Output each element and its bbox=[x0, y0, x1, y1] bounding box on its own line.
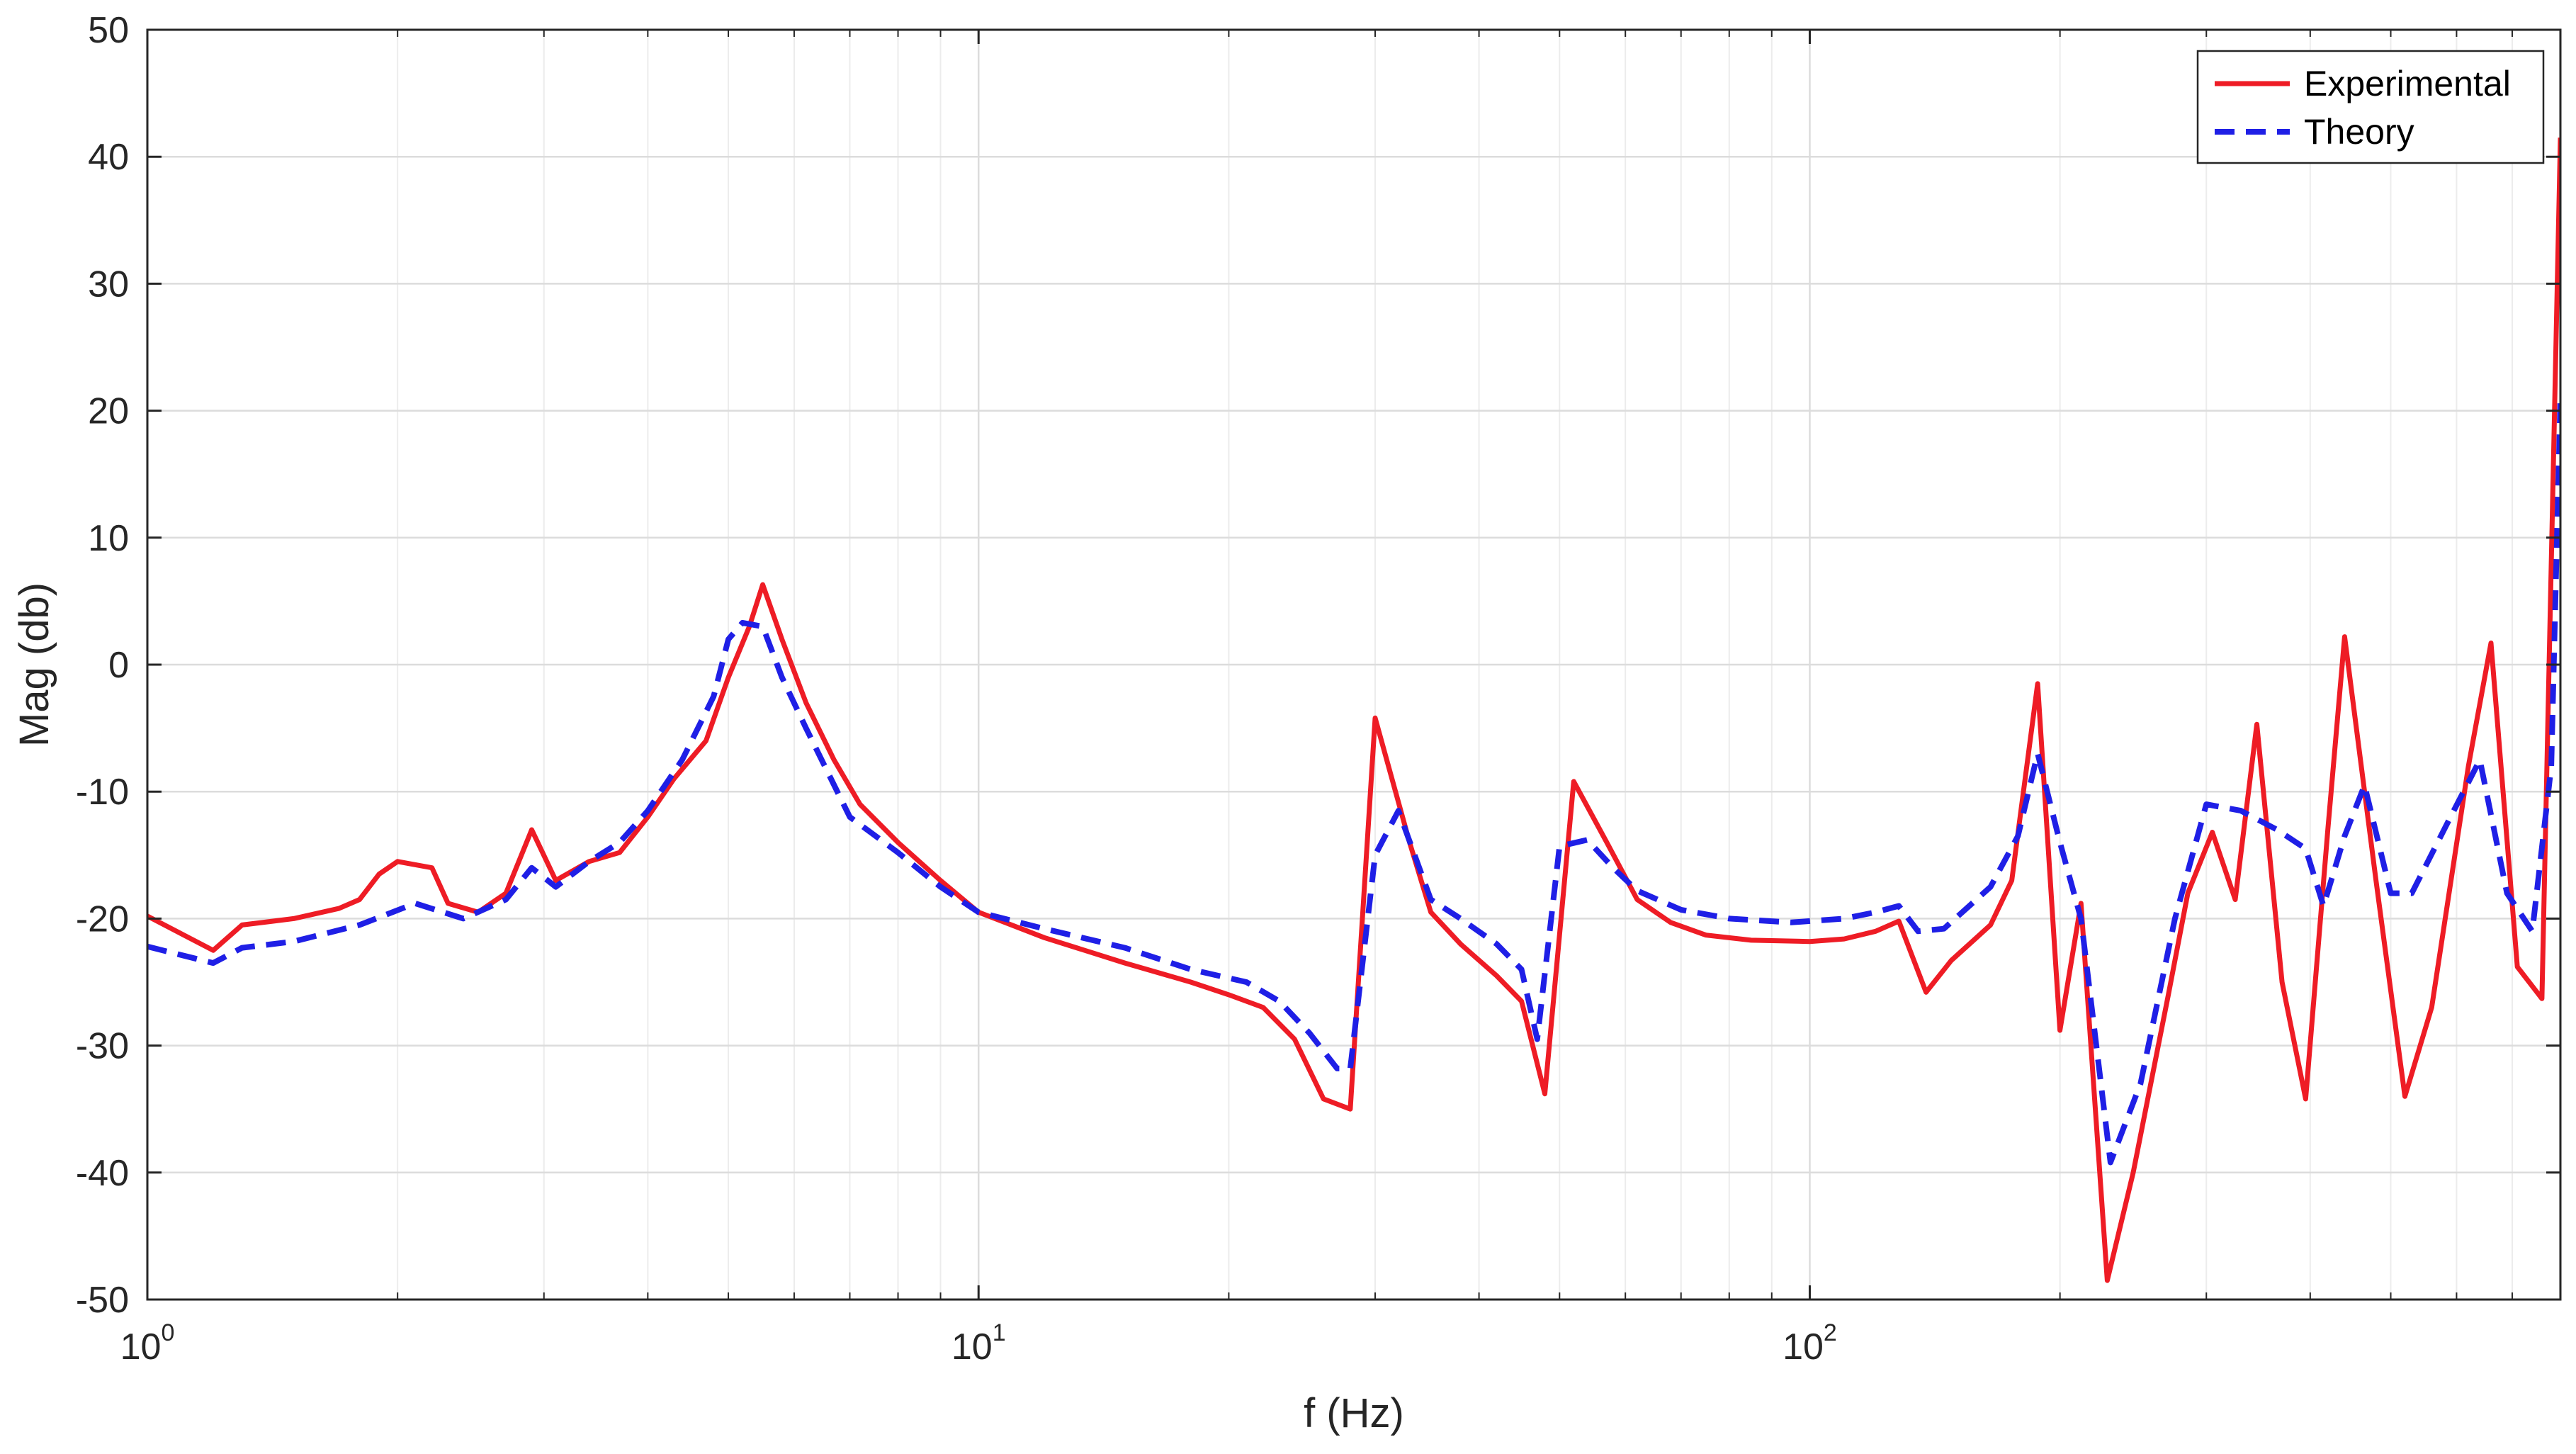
series-line-experimental bbox=[147, 137, 2560, 1283]
y-axis-label: Mag (db) bbox=[11, 582, 57, 747]
x-axis-label: f (Hz) bbox=[1304, 1390, 1404, 1436]
y-tick-label: -50 bbox=[76, 1280, 129, 1321]
y-tick-label: 10 bbox=[88, 518, 129, 559]
legend: Experimental Theory bbox=[2196, 50, 2545, 164]
legend-label: Experimental bbox=[2304, 64, 2511, 103]
y-tick-label: 0 bbox=[108, 645, 129, 686]
y-tick-label: 50 bbox=[88, 10, 129, 51]
y-tick-label: 40 bbox=[88, 137, 129, 178]
y-tick-label: 30 bbox=[88, 264, 129, 305]
x-tick-label: 100 bbox=[120, 1319, 175, 1368]
x-tick-label: 102 bbox=[1783, 1319, 1837, 1368]
y-tick-label: 20 bbox=[88, 391, 129, 432]
series-line-theory bbox=[147, 398, 2560, 1166]
y-tick-label: -30 bbox=[76, 1026, 129, 1067]
axis-ticks bbox=[146, 28, 2561, 1301]
legend-label: Theory bbox=[2304, 112, 2414, 152]
y-tick-labels: 50 40 30 20 10 0 -10 -20 -30 -40 -50 bbox=[76, 10, 129, 1321]
y-tick-label: -10 bbox=[76, 772, 129, 813]
legend-box bbox=[2196, 50, 2545, 164]
y-tick-label: -20 bbox=[76, 898, 129, 940]
x-tick-label: 101 bbox=[951, 1319, 1006, 1368]
y-tick-label: -40 bbox=[76, 1153, 129, 1194]
x-tick-labels: 100 101 102 bbox=[120, 1319, 1837, 1368]
series-layer bbox=[147, 137, 2560, 1283]
